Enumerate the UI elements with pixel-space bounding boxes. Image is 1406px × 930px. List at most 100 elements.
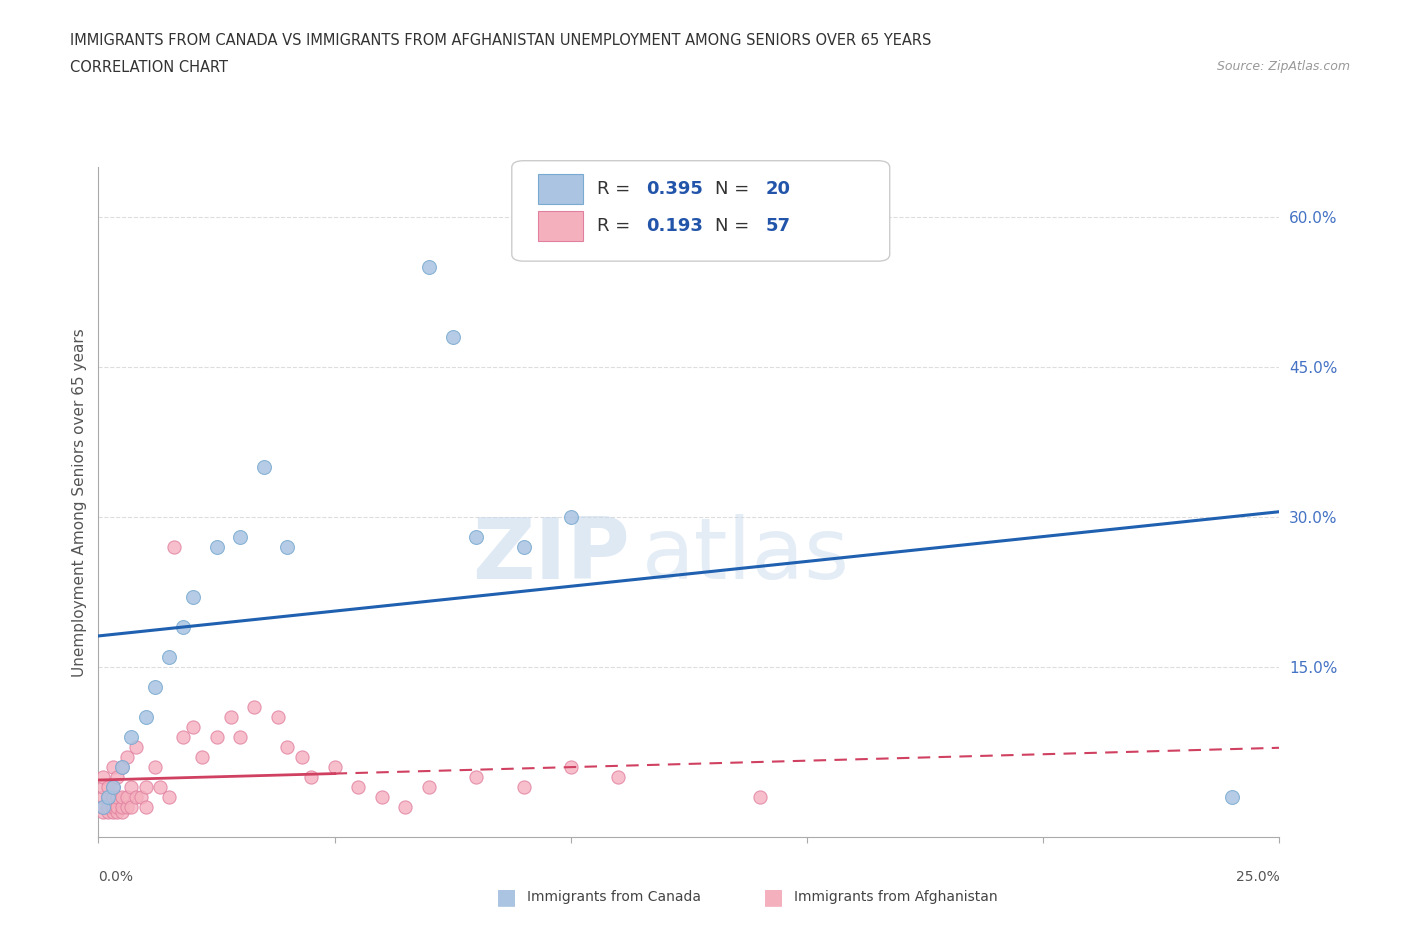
Point [465, 530, 488, 545]
Point [748, 790, 770, 804]
Point [135, 800, 157, 815]
Point [290, 750, 312, 764]
Point [181, 720, 204, 735]
Point [105, 800, 128, 815]
Point [111, 804, 134, 819]
Point [172, 730, 194, 745]
Point [91, 770, 114, 785]
Point [115, 750, 138, 764]
Point [299, 770, 322, 785]
Point [111, 800, 134, 815]
Point [135, 779, 157, 794]
Point [111, 760, 134, 775]
Text: 0.0%: 0.0% [98, 870, 134, 884]
Point [276, 539, 298, 554]
Point [418, 779, 440, 794]
Point [101, 790, 124, 804]
Point [441, 330, 464, 345]
Point [157, 650, 180, 665]
FancyBboxPatch shape [512, 161, 890, 261]
Point [243, 699, 266, 714]
Point [205, 730, 228, 745]
Point [607, 770, 630, 785]
Text: Immigrants from Afghanistan: Immigrants from Afghanistan [794, 890, 998, 905]
Point [97, 779, 120, 794]
Point [121, 800, 143, 815]
Text: ZIP: ZIP [472, 514, 630, 597]
Point [1220, 790, 1243, 804]
Point [371, 790, 394, 804]
Point [129, 790, 152, 804]
Point [105, 790, 128, 804]
Point [229, 530, 252, 545]
Point [181, 590, 204, 604]
Text: 57: 57 [766, 218, 790, 235]
Point [163, 539, 186, 554]
Point [115, 800, 138, 815]
Point [394, 800, 416, 815]
Point [560, 510, 582, 525]
Point [219, 710, 242, 724]
Point [105, 770, 128, 785]
Point [143, 680, 166, 695]
Text: N =: N = [714, 179, 755, 198]
Y-axis label: Unemployment Among Seniors over 65 years: Unemployment Among Seniors over 65 years [72, 328, 87, 677]
Text: Immigrants from Canada: Immigrants from Canada [527, 890, 702, 905]
Point [205, 539, 228, 554]
Point [157, 790, 180, 804]
Point [560, 760, 582, 775]
Point [418, 259, 440, 274]
Text: R =: R = [596, 179, 636, 198]
Point [267, 710, 290, 724]
Point [91, 779, 114, 794]
Point [276, 739, 298, 754]
Point [512, 779, 534, 794]
FancyBboxPatch shape [537, 211, 582, 242]
Text: ■: ■ [763, 887, 783, 908]
Point [125, 739, 148, 754]
Point [111, 760, 134, 775]
Point [323, 760, 346, 775]
Text: CORRELATION CHART: CORRELATION CHART [70, 60, 228, 75]
Point [91, 804, 114, 819]
Point [91, 800, 114, 815]
Point [465, 770, 488, 785]
Text: atlas: atlas [641, 514, 849, 597]
Text: Source: ZipAtlas.com: Source: ZipAtlas.com [1216, 60, 1350, 73]
Point [149, 779, 172, 794]
Point [172, 619, 194, 634]
Point [91, 790, 114, 804]
Point [253, 459, 276, 474]
Point [135, 710, 157, 724]
Point [97, 790, 120, 804]
Point [101, 804, 124, 819]
Point [97, 804, 120, 819]
Text: 20: 20 [766, 179, 790, 198]
Point [512, 539, 534, 554]
Point [229, 730, 252, 745]
Point [347, 779, 370, 794]
Text: 0.395: 0.395 [647, 179, 703, 198]
Point [125, 790, 148, 804]
Text: N =: N = [714, 218, 755, 235]
Point [121, 730, 143, 745]
Point [101, 779, 124, 794]
Point [115, 790, 138, 804]
Point [191, 750, 214, 764]
Point [101, 760, 124, 775]
Point [101, 800, 124, 815]
Text: IMMIGRANTS FROM CANADA VS IMMIGRANTS FROM AFGHANISTAN UNEMPLOYMENT AMONG SENIORS: IMMIGRANTS FROM CANADA VS IMMIGRANTS FRO… [70, 33, 932, 47]
Point [121, 779, 143, 794]
Point [143, 760, 166, 775]
Point [101, 779, 124, 794]
Point [97, 790, 120, 804]
Point [105, 804, 128, 819]
Text: 0.193: 0.193 [647, 218, 703, 235]
FancyBboxPatch shape [537, 174, 582, 204]
Point [111, 790, 134, 804]
Point [91, 800, 114, 815]
Point [97, 800, 120, 815]
Text: ■: ■ [496, 887, 516, 908]
Text: R =: R = [596, 218, 636, 235]
Text: 25.0%: 25.0% [1236, 870, 1279, 884]
